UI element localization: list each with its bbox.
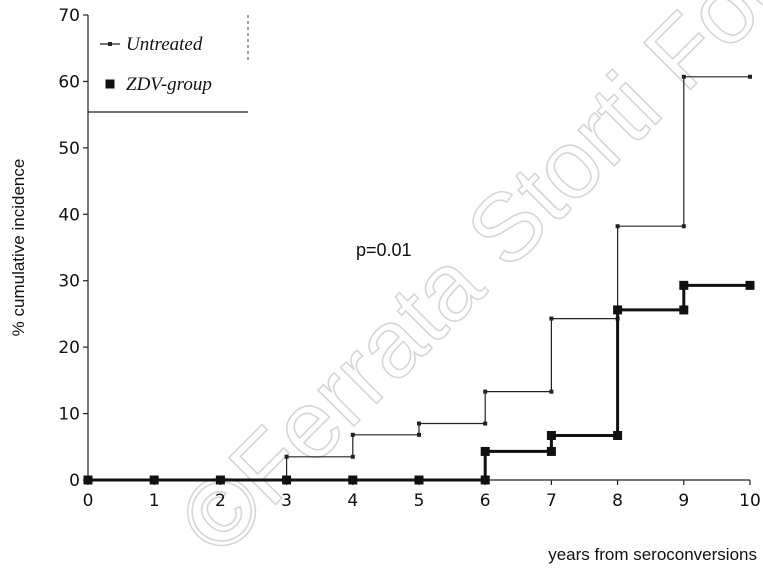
y-tick-label: 40 <box>58 205 80 225</box>
y-tick-label: 10 <box>58 405 80 425</box>
series-2-point <box>480 475 490 485</box>
x-tick-label: 9 <box>678 491 689 511</box>
legend-label: Untreated <box>126 34 203 55</box>
x-tick-label: 3 <box>281 491 292 511</box>
legend-swatch-marker <box>105 79 115 89</box>
series-layer <box>83 74 755 485</box>
y-tick-label: 30 <box>58 272 80 292</box>
series-2-point <box>679 305 689 315</box>
series-2-point <box>282 475 292 485</box>
x-tick-label: 0 <box>83 491 94 511</box>
y-tick-label: 20 <box>58 338 80 358</box>
series-1-point <box>681 224 686 229</box>
series-2-point <box>745 280 755 290</box>
series-1-point <box>483 389 488 394</box>
series-2-point <box>480 446 490 456</box>
legend: Untreated ZDV-group <box>88 15 249 113</box>
series-2-point <box>613 430 623 440</box>
series-1-point <box>549 316 554 321</box>
series-2-point <box>149 475 159 485</box>
series-1-point <box>350 454 355 459</box>
series-2-point <box>546 446 556 456</box>
y-tick-label: 60 <box>58 72 80 92</box>
x-tick-label: 10 <box>739 491 761 511</box>
x-tick-label: 8 <box>612 491 623 511</box>
series-1-point <box>417 421 421 426</box>
x-tick-label: 5 <box>414 491 425 511</box>
y-tick-label: 70 <box>58 6 80 26</box>
series-1-point <box>483 421 488 426</box>
p-value-annotation: p=0.01 <box>356 240 412 260</box>
x-tick-label: 2 <box>215 491 226 511</box>
x-tick-label: 1 <box>149 491 160 511</box>
series-2-point <box>83 475 93 485</box>
x-tick-label: 4 <box>347 491 358 511</box>
series-2-point <box>215 475 225 485</box>
series-1-point <box>748 74 752 79</box>
series-1-point <box>417 432 421 437</box>
legend-swatch-marker <box>108 42 112 46</box>
series-1-point <box>284 454 289 459</box>
x-axis-label: years from seroconversions <box>548 545 757 564</box>
y-tick-label: 50 <box>58 139 80 159</box>
series-2-point <box>414 475 424 485</box>
series-1-point <box>350 432 355 437</box>
series-2-point <box>546 430 556 440</box>
y-tick-label: 0 <box>69 471 80 491</box>
legend-label: ZDV-group <box>126 74 212 95</box>
x-tick-label: 7 <box>546 491 557 511</box>
series-2-point <box>348 475 358 485</box>
x-tick-label: 6 <box>480 491 491 511</box>
series-1-point <box>681 74 686 79</box>
series-1-point <box>615 224 620 229</box>
series-1-point <box>549 389 554 394</box>
watermark-text: ©Ferrata Storti Fou <box>159 0 763 568</box>
series-2-point <box>679 280 689 290</box>
y-axis-label: % cumulative incidence <box>9 159 28 337</box>
series-2-point <box>613 305 623 315</box>
axes: 0 10 20 30 40 50 60 70 0 1 2 3 4 5 6 7 8 9 10 <box>58 6 760 511</box>
